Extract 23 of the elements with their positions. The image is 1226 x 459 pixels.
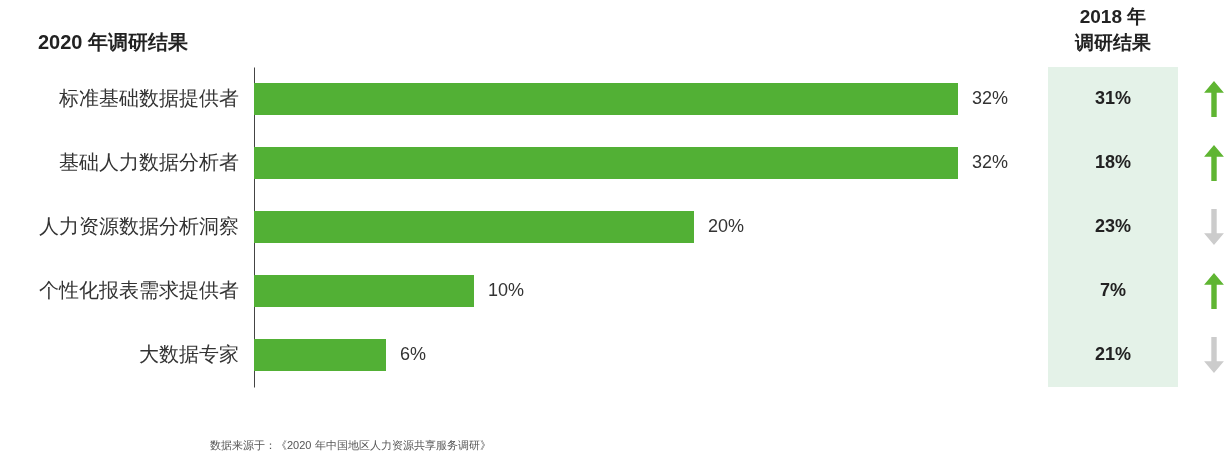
data-label: 6%: [400, 344, 427, 364]
data-label: 21%: [1094, 344, 1132, 364]
data-label: 32%: [972, 152, 1009, 172]
text: 2018 年调研结果: [1074, 6, 1152, 53]
bar: [254, 211, 694, 243]
y-tick-label: 标准基础数据提供者: [57, 87, 239, 109]
data-label: 32%: [972, 88, 1009, 108]
data-label: 18%: [1094, 152, 1132, 172]
bar: [254, 147, 958, 179]
data-label: 20%: [708, 216, 745, 236]
bar: [254, 275, 474, 307]
data-label: 10%: [488, 280, 525, 300]
y-tick-label: 基础人力数据分析者: [58, 151, 239, 173]
data-label: 31%: [1094, 88, 1132, 108]
text: 数据来源于：《2020 年中国地区人力资源共享服务调研》: [210, 438, 491, 453]
bar: [254, 339, 386, 371]
chart-title: 2020 年调研结果: [38, 31, 190, 53]
y-tick-label: 个性化报表需求提供者: [38, 279, 239, 301]
bar: [254, 83, 958, 115]
y-tick-label: 大数据专家: [138, 343, 239, 365]
y-tick-label: 人力资源数据分析洞察: [38, 215, 239, 237]
data-label: 23%: [1094, 216, 1132, 236]
data-label: 7%: [1099, 280, 1127, 300]
